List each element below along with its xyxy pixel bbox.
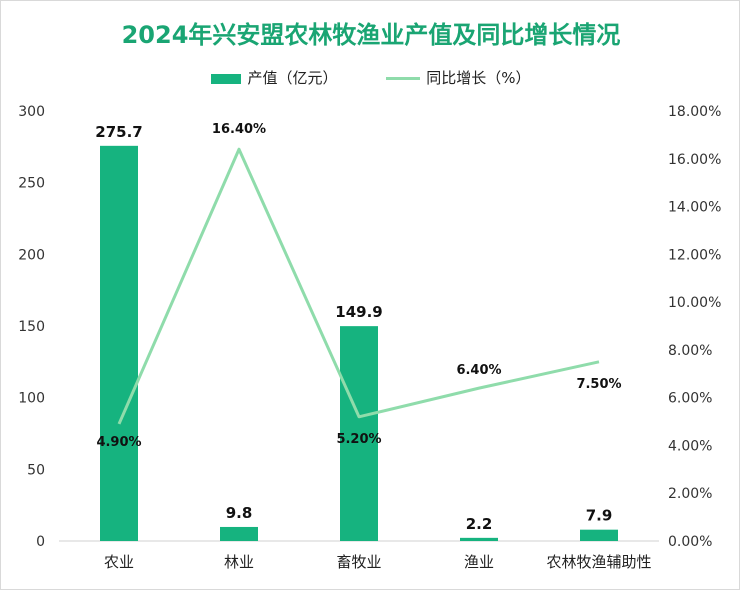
y-left-tick-label: 0 bbox=[36, 534, 45, 550]
x-tick-label: 农业 bbox=[104, 553, 134, 571]
x-tick-label: 渔业 bbox=[464, 553, 494, 571]
bar-value-label: 7.9 bbox=[586, 507, 613, 525]
bar bbox=[460, 537, 498, 541]
x-tick-label: 畜牧业 bbox=[336, 553, 381, 571]
line-value-label: 4.90% bbox=[96, 435, 141, 450]
legend-label-line: 同比增长（%） bbox=[426, 69, 531, 87]
y-left-tick-label: 300 bbox=[18, 104, 45, 120]
legend-label-bar: 产值（亿元） bbox=[247, 69, 338, 87]
legend-swatch-bar bbox=[211, 73, 242, 84]
y-right-tick-label: 18.00% bbox=[668, 104, 721, 120]
y-right-tick-label: 6.00% bbox=[668, 391, 712, 407]
bar bbox=[100, 145, 138, 541]
y-left-tick-label: 150 bbox=[18, 319, 45, 335]
bar-value-label: 9.8 bbox=[226, 504, 253, 522]
line-value-label: 7.50% bbox=[576, 377, 621, 392]
y-left-tick-label: 50 bbox=[27, 462, 45, 478]
legend-item-line: 同比增长（%） bbox=[386, 67, 531, 88]
line-value-label: 5.20% bbox=[336, 432, 381, 447]
line-value-label: 16.40% bbox=[212, 122, 266, 137]
bar bbox=[580, 529, 618, 541]
y-left-tick-label: 250 bbox=[18, 176, 45, 192]
chart-title: 2024年兴安盟农林牧渔业产值及同比增长情况 bbox=[121, 21, 621, 49]
y-right-tick-label: 2.00% bbox=[668, 486, 712, 502]
line-value-label: 6.40% bbox=[456, 363, 501, 378]
y-right-tick-label: 10.00% bbox=[668, 295, 721, 311]
y-right-tick-label: 4.00% bbox=[668, 438, 712, 454]
y-right-tick-label: 8.00% bbox=[668, 343, 712, 359]
y-right-tick-label: 0.00% bbox=[668, 534, 712, 550]
y-right-tick-label: 14.00% bbox=[668, 200, 721, 216]
bar-value-label: 149.9 bbox=[335, 303, 382, 321]
x-tick-label: 林业 bbox=[224, 553, 254, 571]
legend-swatch-line bbox=[386, 77, 421, 80]
bar bbox=[340, 326, 378, 541]
y-left-tick-label: 200 bbox=[18, 247, 45, 263]
legend-item-bar: 产值（亿元） bbox=[211, 67, 337, 88]
x-tick-label: 农林牧渔辅助性 bbox=[546, 553, 651, 571]
bar-value-label: 2.2 bbox=[466, 515, 493, 533]
bar bbox=[220, 526, 258, 541]
y-right-tick-label: 12.00% bbox=[668, 247, 721, 263]
y-left-tick-label: 100 bbox=[18, 391, 45, 407]
chart-legend: 产值（亿元） 同比增长（%） bbox=[1, 67, 740, 88]
y-right-tick-label: 16.00% bbox=[668, 152, 721, 168]
bar-value-label: 275.7 bbox=[95, 123, 142, 141]
growth-line bbox=[117, 147, 600, 425]
